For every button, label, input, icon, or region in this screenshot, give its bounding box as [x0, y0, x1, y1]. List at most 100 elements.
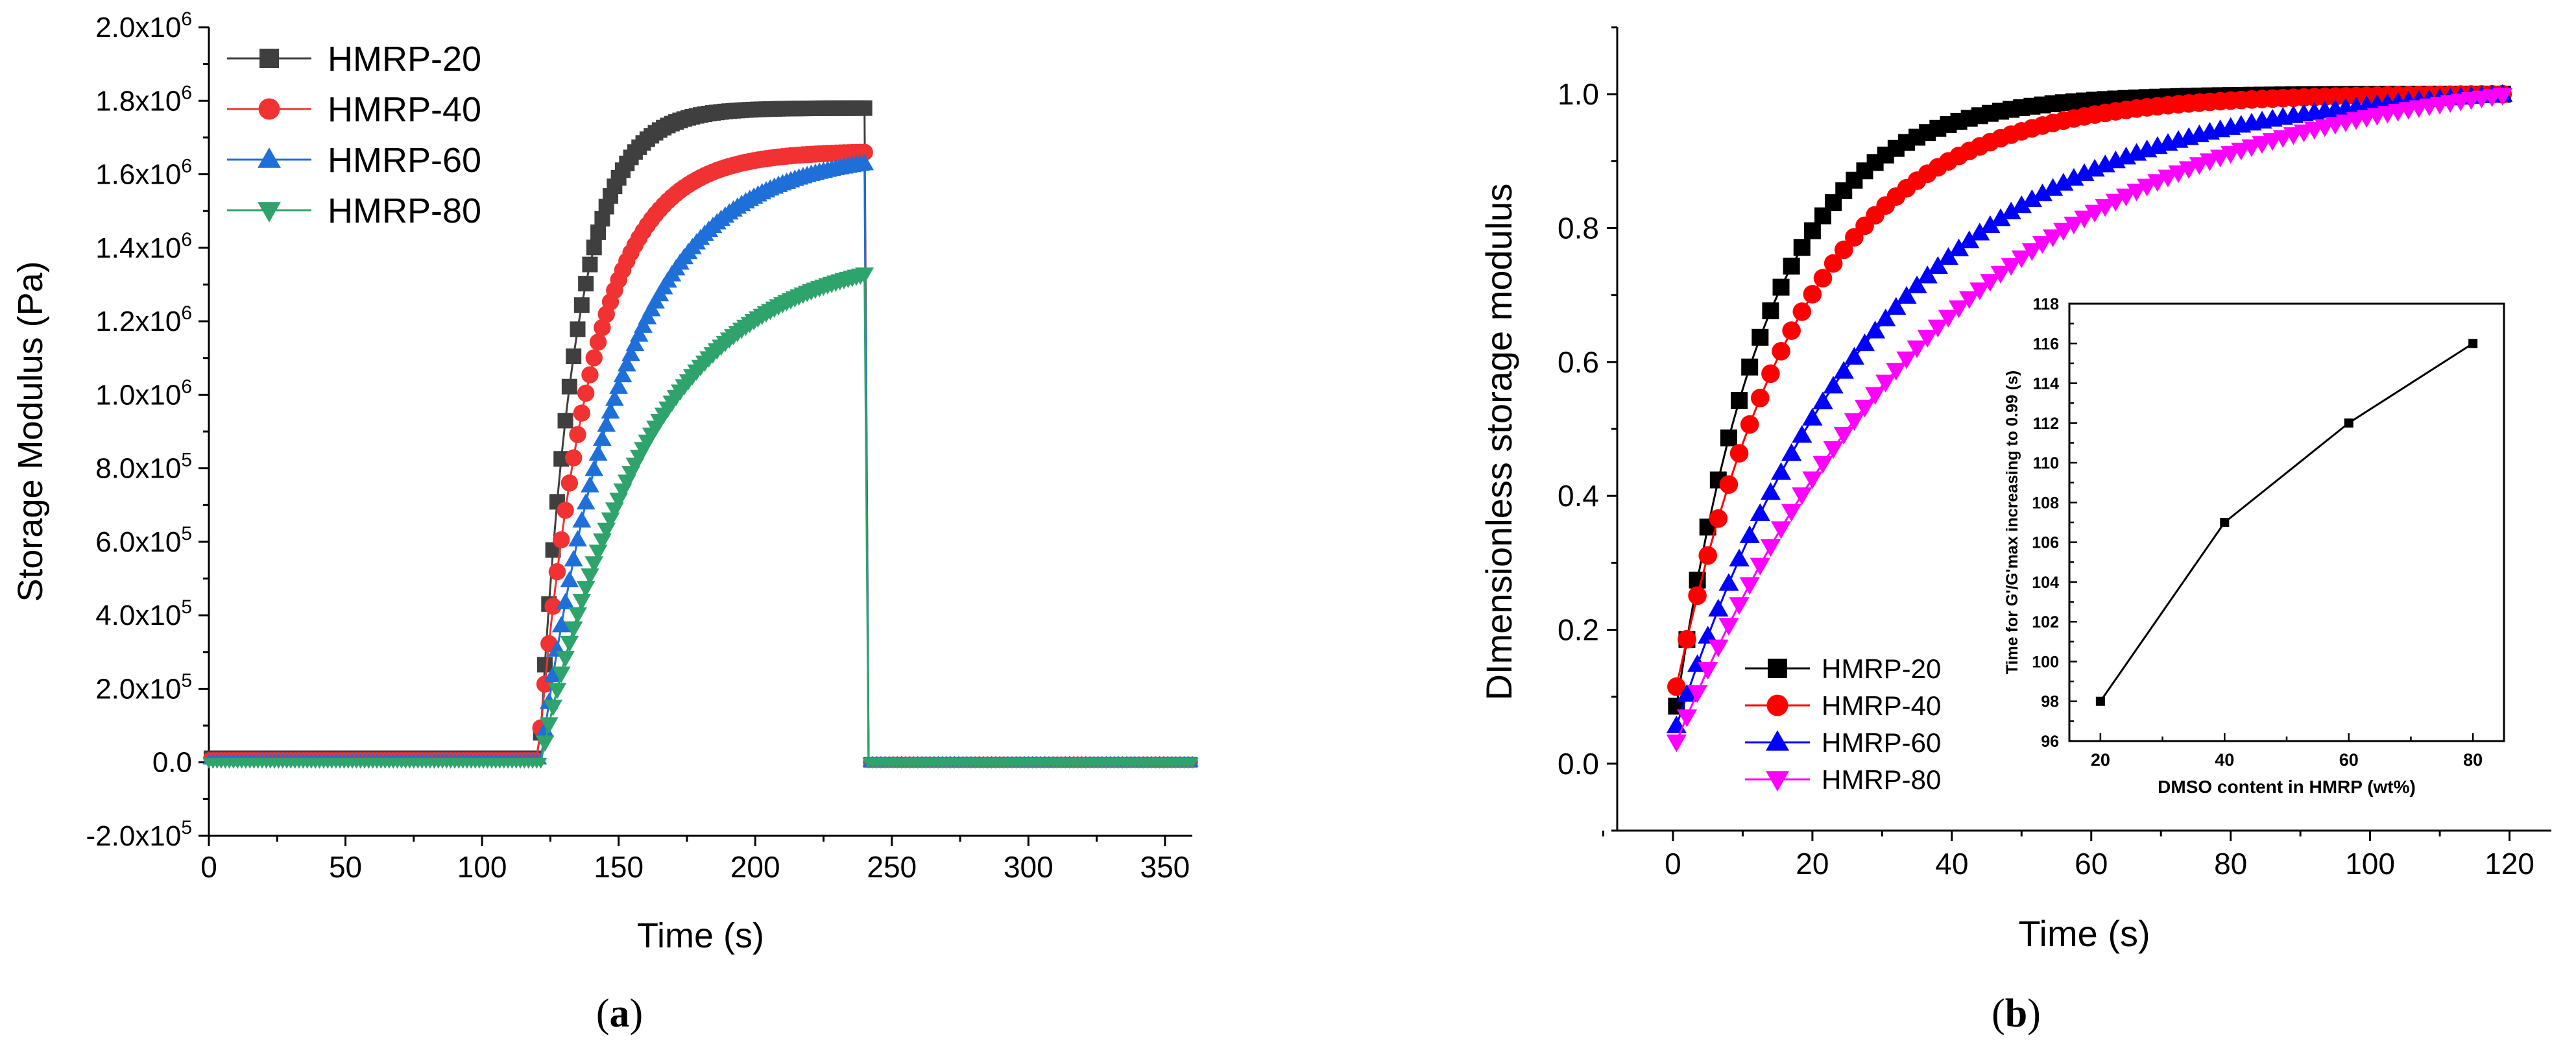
panel-b-point-HMRP-80: [1781, 504, 1802, 522]
panel-b-legend-label: HMRP-40: [1822, 690, 1941, 721]
panel-a-point-HMRP-40: [581, 366, 599, 384]
panel-a-point-HMRP-60: [634, 316, 653, 333]
panel-b-point-HMRP-80: [2158, 169, 2178, 188]
panel-b-point-HMRP-20: [1793, 239, 1811, 256]
panel-a-point-HMRP-40: [594, 319, 611, 337]
panel-a-y-tick-label: 1.6x106: [95, 156, 192, 191]
panel-a-point-HMRP-60: [609, 377, 629, 394]
panel-b-point-HMRP-40: [1750, 389, 1770, 408]
panel-a-x-tick-label: 100: [457, 850, 507, 884]
panel-b-point-HMRP-60: [2032, 183, 2053, 202]
panel-a-point-HMRP-80: [539, 717, 559, 734]
panel-b-legend-label: HMRP-20: [1822, 653, 1941, 684]
panel-b-point-HMRP-60: [1948, 238, 1969, 256]
panel-b-point-HMRP-60: [1739, 525, 1760, 543]
panel-b-point-HMRP-60: [2001, 201, 2021, 220]
panel-b-point-HMRP-60: [1896, 286, 1917, 304]
panel-b-series-line-HMRP-40: [1675, 93, 2503, 687]
inset-y-tick-label: 100: [2032, 653, 2059, 671]
panel-b-y-tick-label: 0.4: [1558, 479, 1599, 513]
inset-y-tick-label: 106: [2032, 534, 2059, 552]
panel-a-point-HMRP-60: [564, 550, 583, 567]
panel-b-point-HMRP-80: [2064, 216, 2084, 235]
panel-a-point-HMRP-40: [589, 334, 607, 351]
panel-b-point-HMRP-60: [1802, 408, 1823, 426]
inset-y-tick-label: 118: [2033, 295, 2059, 313]
panel-b-point-HMRP-60: [1770, 462, 1792, 480]
panel-b-point-HMRP-20: [1751, 328, 1769, 346]
panel-b-y-tick-label: 0.0: [1558, 747, 1599, 781]
panel-b-point-HMRP-80: [2137, 178, 2158, 197]
panel-a-point-HMRP-80: [576, 581, 596, 598]
panel-a-x-tick-label: 250: [867, 850, 917, 884]
panel-a-y-tick-label: 4.0x105: [95, 596, 192, 631]
panel-a-legend-marker: [259, 49, 279, 68]
inset-y-tick-label: 110: [2033, 454, 2059, 472]
panel-b-point-HMRP-80: [1760, 539, 1781, 557]
panel-a-point-HMRP-60: [544, 666, 562, 683]
panel-b-point-HMRP-40: [1782, 321, 1801, 340]
inset-point: [2220, 518, 2230, 527]
panel-a-point-HMRP-40: [585, 349, 603, 367]
panel-b-point-HMRP-60: [1969, 223, 1990, 241]
panel-b-point-HMRP-40: [1678, 629, 1696, 649]
panel-b-legend-label: HMRP-60: [1822, 727, 1941, 758]
panel-a-point-HMRP-20: [590, 224, 607, 240]
panel-a-point-HMRP-80: [535, 757, 548, 769]
panel-b-y-axis-label: DImensionless storage modulus: [1478, 184, 1519, 701]
panel-a-point-HMRP-60: [588, 444, 608, 461]
panel-b-point-HMRP-80: [1907, 340, 1927, 358]
panel-b-point-HMRP-20: [1772, 278, 1790, 296]
panel-b-point-HMRP-80: [1865, 387, 1886, 405]
panel-b-point-HMRP-60: [1990, 208, 2011, 226]
panel-b-point-HMRP-40: [1688, 586, 1707, 605]
panel-b-point-HMRP-60: [1812, 391, 1833, 409]
inset-y-axis-label: Time for G'/G'max increasing to 0.99 (s): [2003, 371, 2021, 675]
panel-a-x-tick-label: 150: [594, 850, 644, 884]
inset-y-tick-label: 108: [2032, 494, 2059, 512]
panel-b-point-HMRP-80: [2074, 210, 2095, 228]
panel-b-point-HMRP-20: [1783, 258, 1800, 275]
panel-a-point-HMRP-60: [621, 345, 641, 361]
panel-b-series-line-HMRP-60: [1675, 93, 2503, 727]
panel-b-point-HMRP-80: [1917, 330, 1938, 348]
panel-b-point-HMRP-80: [1990, 265, 2011, 284]
panel-b-series-line-HMRP-20: [1675, 93, 2503, 707]
panel-b-y-tick-label: 0.2: [1558, 613, 1599, 647]
panel-a-point-HMRP-80: [581, 568, 599, 585]
panel-a-point-HMRP-60: [601, 402, 620, 419]
panel-b-point-HMRP-60: [1760, 482, 1781, 500]
panel-a-x-tick-label: 50: [329, 850, 362, 884]
panel-b-label: (b): [1992, 992, 2041, 1036]
panel-a-chart: 0 50 100 150 200 250 300 350 -2.0x105 0.0 2.0x105 4…: [11, 8, 1199, 955]
panel-a-legend-label: HMRP-80: [328, 191, 481, 230]
panel-b-point-HMRP-60: [1676, 684, 1698, 702]
panel-a-point-HMRP-60: [605, 389, 624, 406]
inset-x-tick-label: 60: [2339, 750, 2359, 770]
panel-a-point-HMRP-80: [556, 651, 575, 668]
panel-a-point-HMRP-60: [597, 415, 616, 432]
panel-b-point-HMRP-40: [1824, 254, 1843, 273]
panel-a-point-HMRP-60: [556, 592, 575, 609]
panel-a-y-axis-label: Storage Modulus (Pa): [11, 261, 50, 602]
panel-a-point-HMRP-60: [593, 429, 612, 446]
panel-b-point-HMRP-60: [1698, 626, 1718, 644]
panel-a-y-tick-label: 1.8x106: [95, 82, 192, 117]
panel-b-point-HMRP-60: [2074, 163, 2095, 181]
panel-b-point-HMRP-40: [1772, 342, 1790, 361]
panel-b-point-HMRP-80: [1666, 734, 1687, 753]
panel-b-point-HMRP-80: [2189, 157, 2209, 175]
panel-a-y-tick-label: 1.2x106: [95, 302, 192, 337]
panel-b-point-HMRP-20: [1720, 429, 1737, 446]
panel-a-point-HMRP-60: [613, 365, 632, 383]
panel-a-point-HMRP-80: [855, 267, 874, 284]
panel-b-point-HMRP-40: [1729, 444, 1749, 463]
panel-b-point-HMRP-60: [1886, 297, 1907, 315]
panel-b-point-HMRP-80: [2115, 188, 2137, 206]
panel-a-x-tick-label: 200: [730, 850, 780, 884]
panel-b-point-HMRP-80: [1959, 291, 1980, 310]
panel-a-point-HMRP-20: [561, 378, 577, 395]
panel-b-point-HMRP-80: [2084, 204, 2105, 223]
inset-x-tick-label: 80: [2463, 750, 2483, 770]
